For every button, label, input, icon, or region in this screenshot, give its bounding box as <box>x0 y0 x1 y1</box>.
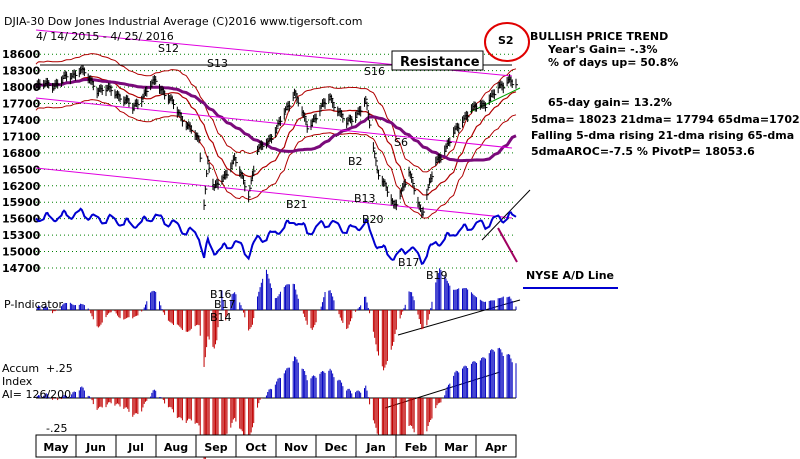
y-tick-label: 16200 <box>2 180 41 193</box>
accum-label-1: Accum <box>2 362 39 375</box>
x-tick-label: May <box>43 441 68 454</box>
x-tick-label: Feb <box>405 441 428 454</box>
signal-s16: S16 <box>364 65 385 78</box>
y-tick-label: 17700 <box>2 98 41 111</box>
nyse-arrow <box>497 227 518 263</box>
aroc-pivot: 5dmaAROC=-7.5 % PivotP= 18053.6 <box>531 145 755 158</box>
ad-uptrend-line <box>481 189 531 241</box>
accum-bottom: -.25 <box>46 422 67 435</box>
signal-s13: S13 <box>207 57 228 70</box>
y-tick-label: 17400 <box>2 114 41 127</box>
x-tick-label: Apr <box>485 441 507 454</box>
accum-top: +.25 <box>46 362 73 375</box>
y-tick-label: 18300 <box>2 65 41 78</box>
x-tick-label: Oct <box>245 441 266 454</box>
signal-b19: B19 <box>426 269 448 282</box>
gridlines <box>36 53 516 269</box>
x-tick-label: Nov <box>284 441 309 454</box>
trend-label: BULLISH PRICE TREND <box>530 30 668 43</box>
dma21-band-lower <box>35 99 517 219</box>
x-tick-label: Aug <box>164 441 188 454</box>
x-tick-label: Jan <box>365 441 385 454</box>
y-tick-label: 15600 <box>2 213 41 226</box>
s2-highlight-circle <box>484 22 530 62</box>
dma65-line <box>34 78 517 163</box>
chart-title: DJIA-30 Dow Jones Industrial Average (C)… <box>4 15 362 28</box>
days-up: % of days up= 50.8% <box>548 56 678 69</box>
p-indicator-label: P-Indicator <box>4 298 63 311</box>
price-bars <box>35 64 518 219</box>
dma21-line <box>35 75 517 196</box>
accum-label-2: Index <box>2 375 33 388</box>
resistance-box <box>391 50 484 71</box>
y-tick-labels: 18600 18300 18000 17700 17400 17100 16800 16500… <box>2 48 41 275</box>
y-tick-label: 17100 <box>2 130 41 143</box>
x-tick-label: Jun <box>85 441 106 454</box>
y-tick-label: 16800 <box>2 147 41 160</box>
y-tick-label: 15300 <box>2 229 41 242</box>
years-gain: Year's Gain= -.3% <box>547 43 658 56</box>
x-axis: May Jun Jul Aug Sep Oct Nov Dec Jan Feb Mar Apr <box>35 434 517 458</box>
signal-b20: B20 <box>362 213 384 226</box>
signal-b14: B14 <box>210 311 232 324</box>
signal-b16: B16 <box>210 288 232 301</box>
x-tick-label: Sep <box>204 441 227 454</box>
date-range: 4/ 14/ 2015 - 4/ 25/ 2016 <box>36 30 174 43</box>
signal-b17-feb: B17 <box>398 256 420 269</box>
x-tick-label: Dec <box>324 441 347 454</box>
signal-s2: S2 <box>498 34 514 47</box>
indicator-panels <box>35 207 517 459</box>
signal-b13: B13 <box>354 192 376 205</box>
y-tick-label: 14700 <box>2 262 41 275</box>
nyse-label: NYSE A/D Line <box>526 269 614 282</box>
middle-trendline <box>35 97 513 149</box>
lower-trendline <box>35 167 513 219</box>
chart-overlays <box>34 29 618 409</box>
signal-b17-aug: B17 <box>214 298 236 311</box>
accum-label-3: AI= 126/200 <box>2 388 71 401</box>
x-tick-label: Jul <box>127 441 144 454</box>
signal-b21: B21 <box>286 198 308 211</box>
y-tick-label: 18000 <box>2 81 41 94</box>
y-tick-label: 18600 <box>2 48 41 61</box>
y-tick-label: 16500 <box>2 163 41 176</box>
gain-65: 65-day gain= 13.2% <box>548 96 672 109</box>
y-tick-label: 15900 <box>2 196 41 209</box>
y-tick-label: 15000 <box>2 246 41 259</box>
resistance-label: Resistance <box>400 55 480 70</box>
signal-b2: B2 <box>348 155 363 168</box>
signal-s6: S6 <box>394 136 408 149</box>
x-tick-label: Mar <box>444 441 468 454</box>
dma-direction: Falling 5-dma rising 21-dma rising 65-dm… <box>531 129 794 142</box>
nyse-ad-line <box>35 207 517 265</box>
signal-s12: S12 <box>158 42 179 55</box>
dma-values: 5dma= 18023 21dma= 17794 65dma=17020 <box>531 113 800 126</box>
dma21-band-upper <box>35 53 517 173</box>
